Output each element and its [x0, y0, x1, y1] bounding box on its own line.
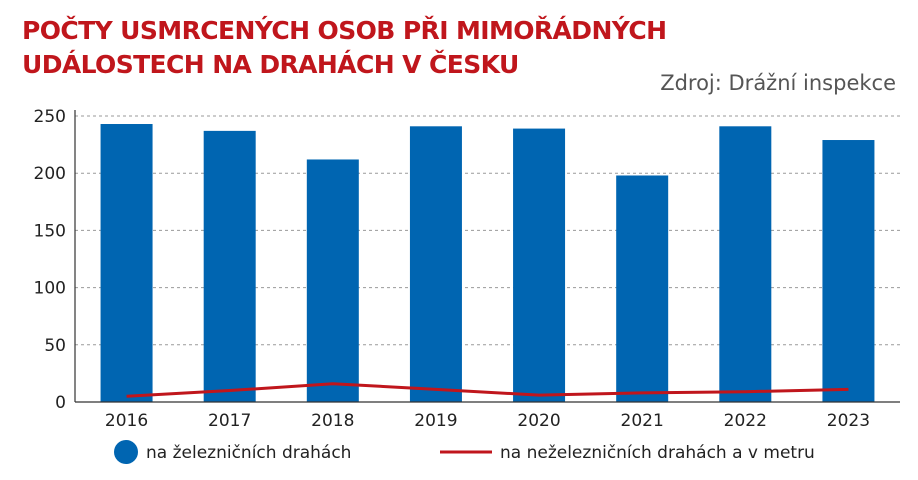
bar-2018: [306, 159, 359, 402]
bar-2016: [100, 124, 153, 403]
y-tick-label: 100: [34, 279, 66, 299]
chart-source: Zdroj: Drážní inspekce: [660, 71, 896, 95]
legend: na železničních drahách na neželezničních…: [114, 440, 815, 464]
y-axis: 0 50 100 150 200 250: [34, 107, 66, 413]
bar-2023: [822, 140, 875, 403]
y-tick-label: 200: [34, 164, 66, 184]
y-tick-label: 150: [34, 221, 66, 241]
bar-2021: [616, 175, 669, 402]
x-tick-label: 2023: [827, 411, 870, 431]
grid-lines: [75, 115, 900, 346]
bar-series: [100, 124, 875, 403]
bar-2019: [409, 126, 462, 403]
x-axis: 2016 2017 2018 2019 2020 2021 2022 2023: [74, 110, 900, 431]
legend-label-bars: na železničních drahách: [146, 443, 351, 463]
x-tick-label: 2022: [724, 411, 767, 431]
x-tick-label: 2018: [311, 411, 354, 431]
y-tick-label: 0: [55, 393, 66, 413]
x-tick-label: 2020: [517, 411, 560, 431]
legend-marker-bars: [114, 440, 138, 464]
y-tick-label: 250: [34, 107, 66, 127]
x-tick-label: 2021: [621, 411, 664, 431]
bar-2017: [203, 130, 256, 402]
x-tick-label: 2016: [105, 411, 148, 431]
bar-2022: [719, 126, 772, 403]
chart-title: POČTY USMRCENÝCH OSOB PŘI MIMOŘÁDNÝCH UD…: [22, 16, 667, 79]
x-tick-label: 2017: [208, 411, 251, 431]
x-tick-label: 2019: [414, 411, 457, 431]
bar-2020: [513, 128, 566, 403]
line-series-path: [126, 382, 849, 398]
line-series: [126, 382, 849, 398]
y-tick-label: 50: [44, 336, 66, 356]
legend-label-line: na neželezničních drahách a v metru: [500, 443, 815, 463]
